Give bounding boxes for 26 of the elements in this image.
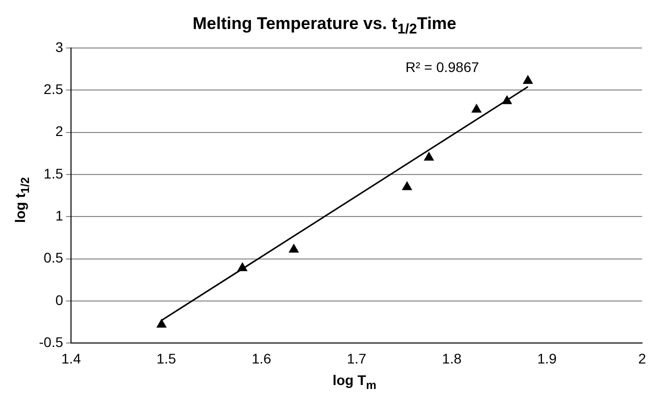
x-tick-label: 1.5 [156,350,176,366]
x-axis-title: log T$_{m}$ [332,372,378,392]
y-tick-label: 2.5 [44,81,64,98]
y-tick-label: 3 [55,38,64,55]
point [238,262,248,272]
x-tick-label: 1.7 [346,350,367,366]
y-tick-label: -0.5 [39,334,64,350]
y-tick-label: 1 [55,208,64,224]
x-tick-label: 1.6 [252,350,272,366]
chart-title: Melting Temperature vs. t$_{1/2}$Time [192,14,458,38]
point [402,182,412,190]
x-tick-label: 1.4 [61,350,82,366]
y-tick-label: 0.5 [44,250,64,266]
y-tick-label: 0 [55,292,64,308]
y-tick-label: 1.5 [44,165,64,182]
point [424,152,434,161]
point [156,319,166,328]
y-tick-label: 2 [55,123,64,140]
point [502,96,512,104]
x-tick-label: 1.8 [442,350,462,366]
annotation: R² = 0.9867 [405,58,480,75]
point [523,75,533,84]
point [472,104,482,113]
x-tick-label: 2 [638,350,646,366]
point [288,244,299,253]
x-tick-label: 1.9 [537,350,557,366]
